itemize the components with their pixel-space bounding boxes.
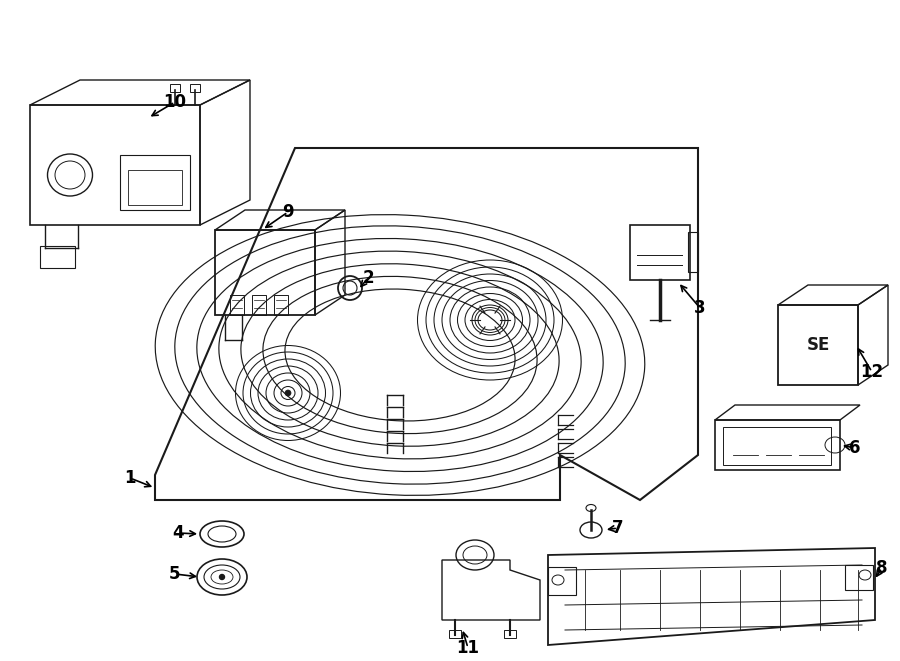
Bar — [170, 84, 180, 92]
Bar — [688, 232, 698, 272]
Bar — [120, 155, 190, 210]
Text: 8: 8 — [877, 559, 887, 577]
Bar — [230, 295, 244, 315]
Text: 5: 5 — [169, 565, 181, 583]
Bar — [40, 246, 75, 268]
Text: 2: 2 — [362, 269, 374, 287]
Bar — [215, 230, 315, 315]
Ellipse shape — [220, 574, 224, 580]
Bar — [715, 420, 840, 470]
Bar — [449, 630, 461, 638]
Text: 11: 11 — [456, 639, 480, 657]
Bar — [630, 225, 690, 280]
Text: 1: 1 — [124, 469, 136, 487]
Text: 7: 7 — [612, 519, 624, 537]
Bar — [252, 295, 266, 315]
Text: 10: 10 — [164, 93, 186, 111]
Text: 9: 9 — [283, 203, 293, 221]
Text: 12: 12 — [860, 363, 884, 381]
Bar — [190, 84, 200, 92]
Ellipse shape — [285, 390, 291, 396]
Text: 3: 3 — [694, 299, 706, 317]
Text: SE: SE — [806, 336, 830, 354]
Bar — [128, 170, 182, 205]
Text: 6: 6 — [850, 439, 860, 457]
Bar — [845, 565, 873, 590]
Bar — [548, 567, 576, 595]
Text: 4: 4 — [172, 524, 184, 542]
Bar — [504, 630, 516, 638]
Bar — [274, 295, 288, 315]
Bar — [30, 105, 200, 225]
Bar — [723, 427, 831, 465]
Bar — [778, 305, 858, 385]
